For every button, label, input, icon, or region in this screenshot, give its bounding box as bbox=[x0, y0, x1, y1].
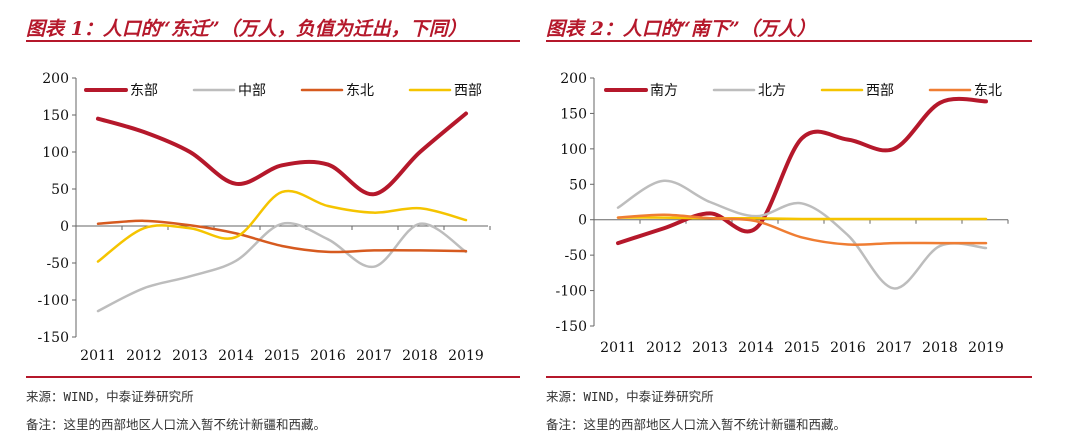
series-line-北方 bbox=[616, 179, 988, 290]
series-line-南方 bbox=[616, 96, 988, 246]
bottom-rule-1 bbox=[26, 376, 520, 378]
series-line-东部 bbox=[96, 111, 468, 197]
y-tick-label: -100 bbox=[38, 293, 69, 309]
y-tick-label: 100 bbox=[560, 142, 587, 158]
series-line-中部 bbox=[96, 221, 468, 313]
y-tick-label: -50 bbox=[46, 256, 69, 272]
x-tick-label: 2017 bbox=[876, 340, 912, 356]
legend-label: 北方 bbox=[758, 83, 786, 99]
x-tick-label: 2017 bbox=[356, 348, 392, 364]
legend-label: 西部 bbox=[866, 83, 894, 99]
figure-panel-1: 图表 1：人口的“东迁”（万人，负值为迁出，下同） -150 -100 -50 0 50… bbox=[26, 0, 520, 436]
y-tick-label: 200 bbox=[560, 71, 587, 87]
x-tick-label: 2013 bbox=[692, 340, 728, 356]
chart-title-1: 图表 1：人口的“东迁”（万人，负值为迁出，下同） bbox=[26, 18, 467, 40]
y-tick-label: 150 bbox=[42, 108, 69, 124]
figure-panel-2: 图表 2：人口的“南下”（万人） -150 -100 -50 0 50 100 150 200… bbox=[546, 0, 1032, 436]
x-tick-label: 2014 bbox=[738, 340, 774, 356]
y-tick-label: 0 bbox=[60, 219, 69, 235]
title-rule-1 bbox=[26, 40, 520, 42]
x-tick-label: 2018 bbox=[402, 348, 438, 364]
series-line-西部 bbox=[616, 216, 988, 221]
x-tick-label: 2012 bbox=[646, 340, 682, 356]
y-tick-label: 0 bbox=[578, 213, 587, 229]
legend-label: 西部 bbox=[454, 83, 482, 99]
legend-label: 南方 bbox=[650, 83, 678, 99]
title-rule-2 bbox=[546, 40, 1032, 42]
x-tick-label: 2015 bbox=[264, 348, 300, 364]
x-tick-label: 2013 bbox=[172, 348, 208, 364]
series-line-东北 bbox=[96, 219, 468, 254]
y-tick-label: 150 bbox=[560, 106, 587, 122]
source-note-2: 来源：WIND，中泰证券研究所 bbox=[546, 389, 714, 404]
x-tick-label: 2014 bbox=[218, 348, 254, 364]
x-tick-label: 2016 bbox=[830, 340, 866, 356]
y-tick-label: 50 bbox=[51, 182, 69, 198]
y-tick-label: -50 bbox=[564, 248, 587, 264]
series-line-东北 bbox=[616, 213, 988, 246]
series-line-西部 bbox=[96, 189, 468, 263]
y-tick-label: -150 bbox=[38, 330, 69, 346]
x-tick-label: 2015 bbox=[784, 340, 820, 356]
x-tick-label: 2019 bbox=[968, 340, 1004, 356]
chart-title-2: 图表 2：人口的“南下”（万人） bbox=[546, 18, 816, 40]
source-note-1: 来源：WIND，中泰证券研究所 bbox=[26, 389, 194, 404]
legend-label: 东部 bbox=[130, 83, 158, 99]
y-tick-label: 50 bbox=[569, 177, 587, 193]
line-chart-1: -150 -100 -50 0 50 100 150 200 2011 2012 2013 2014 2… bbox=[38, 71, 491, 364]
x-tick-label: 2016 bbox=[310, 348, 346, 364]
x-tick-label: 2018 bbox=[922, 340, 958, 356]
remark-note-2: 备注：这里的西部地区人口流入暂不统计新疆和西藏。 bbox=[546, 417, 847, 432]
legend-label: 中部 bbox=[238, 83, 266, 99]
x-tick-label: 2011 bbox=[600, 340, 636, 356]
y-tick-label: 100 bbox=[42, 145, 69, 161]
y-tick-label: -100 bbox=[556, 284, 587, 300]
x-tick-label: 2011 bbox=[80, 348, 116, 364]
bottom-rule-2 bbox=[546, 376, 1032, 378]
y-tick-label: -150 bbox=[556, 319, 587, 335]
line-chart-2: -150 -100 -50 0 50 100 150 200 2011 2012 2013 2014 2… bbox=[556, 71, 1009, 356]
legend-label: 东北 bbox=[974, 83, 1002, 99]
y-tick-label: 200 bbox=[42, 71, 69, 87]
legend-label: 东北 bbox=[346, 83, 374, 99]
x-tick-label: 2012 bbox=[126, 348, 162, 364]
x-tick-label: 2019 bbox=[448, 348, 484, 364]
remark-note-1: 备注：这里的西部地区人口流入暂不统计新疆和西藏。 bbox=[26, 417, 327, 432]
